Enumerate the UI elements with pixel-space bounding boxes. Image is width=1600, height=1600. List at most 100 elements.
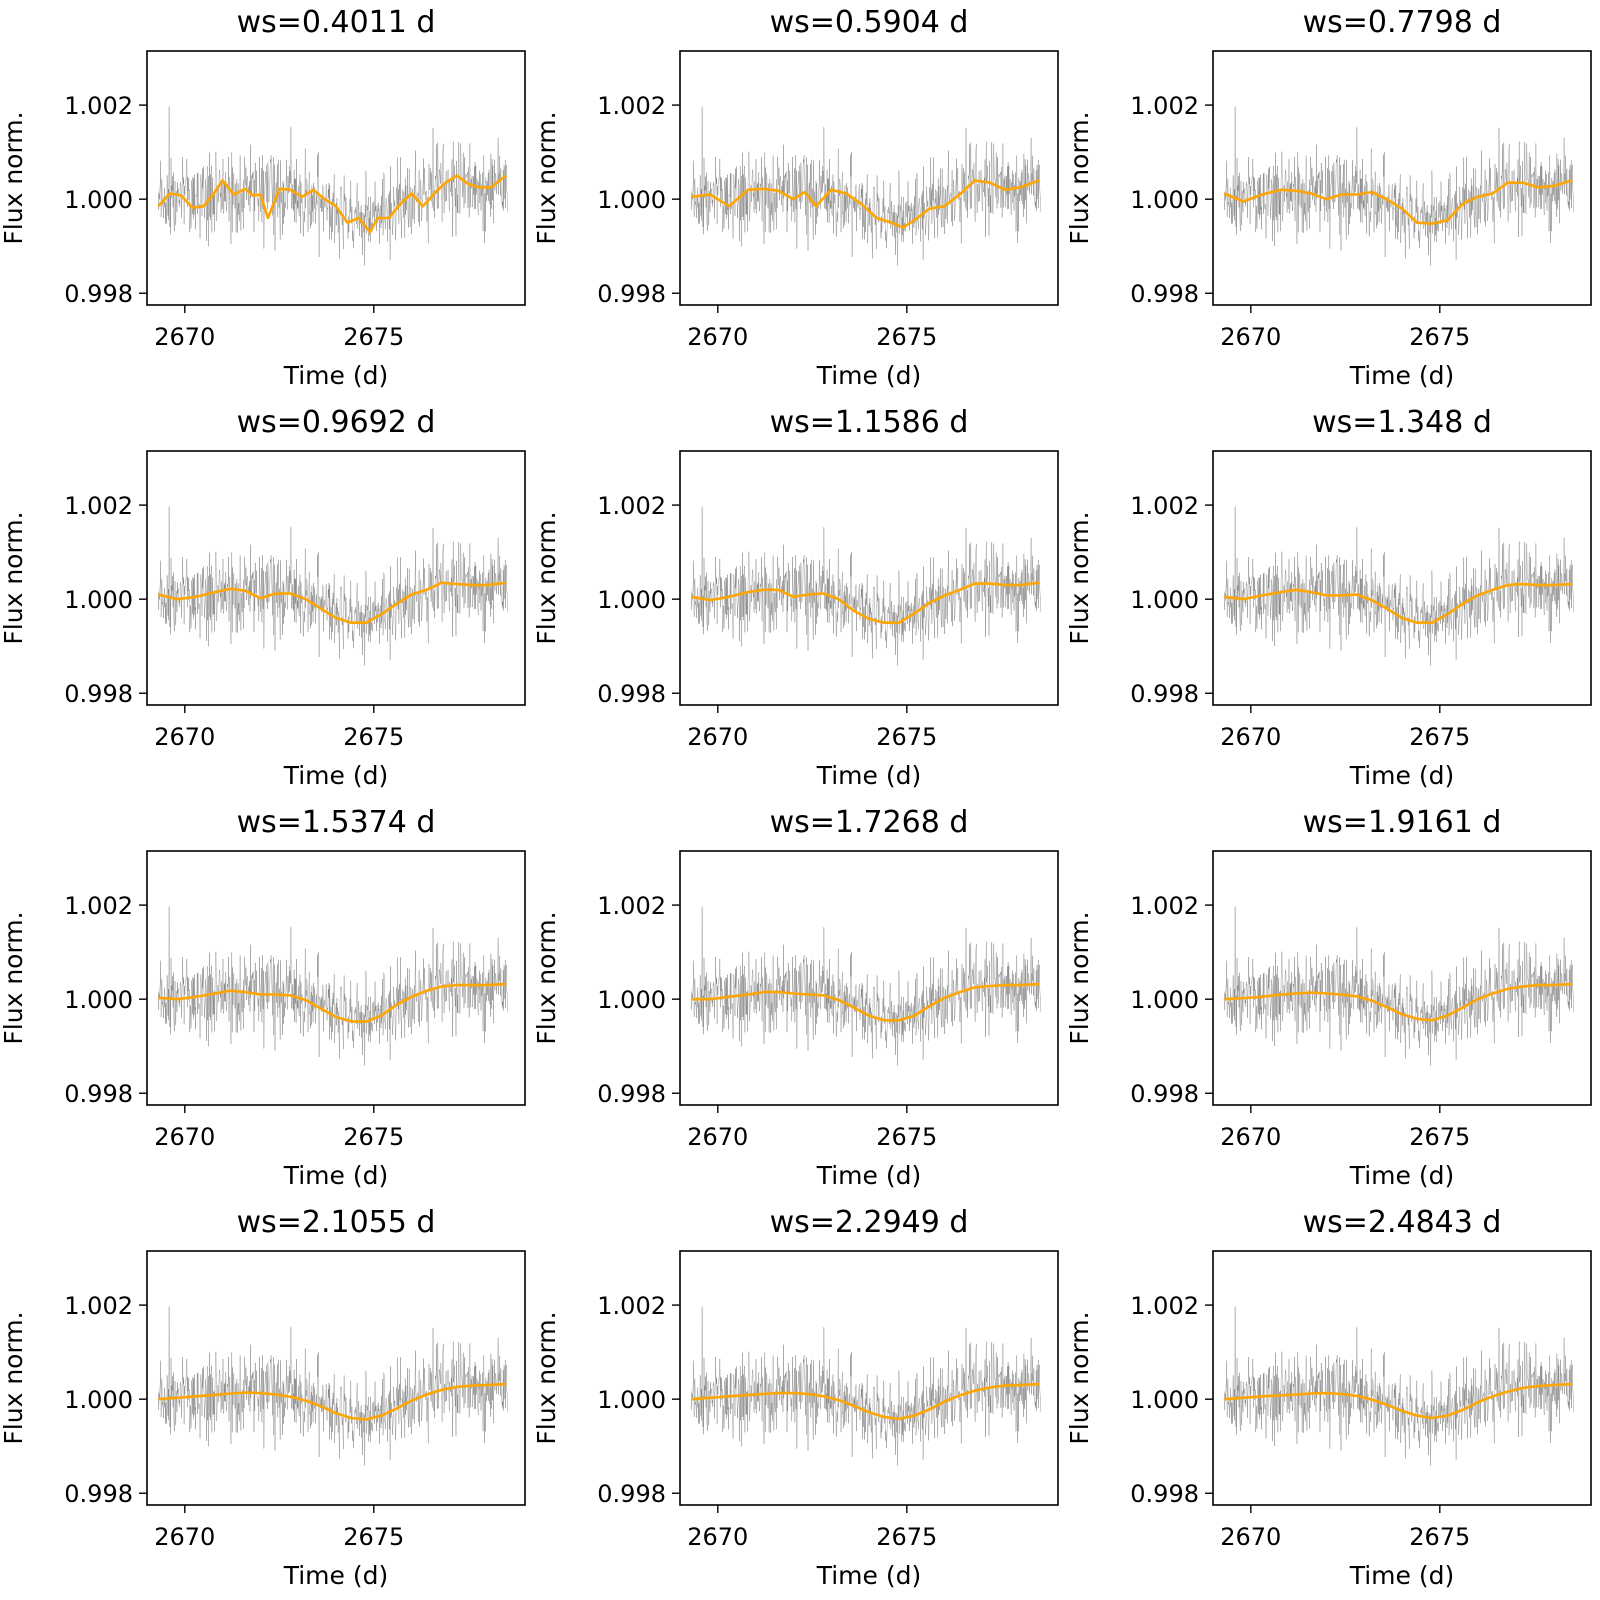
x-tick-label: 2670	[687, 1123, 748, 1151]
raw-flux-line	[1224, 906, 1574, 1066]
subplot-9: ws=1.9161 d 2670 2675 0.998 1.000 1.002 Time (…	[1065, 805, 1592, 1190]
axes-frame	[1212, 50, 1592, 306]
y-axis-label: Flux norm.	[0, 911, 28, 1044]
y-tick-label: 1.000	[1130, 1386, 1199, 1414]
x-tick-label: 2675	[343, 323, 404, 351]
x-axis-label: Time (d)	[283, 361, 389, 390]
x-axis-label: Time (d)	[283, 1161, 389, 1190]
x-axis-label: Time (d)	[283, 761, 389, 790]
y-tick-label: 0.998	[1130, 280, 1199, 308]
y-tick-label: 0.998	[1130, 1080, 1199, 1108]
x-tick-label: 2670	[154, 323, 215, 351]
y-tick-label: 1.000	[597, 1386, 666, 1414]
y-tick-label: 0.998	[597, 280, 666, 308]
raw-flux-line	[691, 506, 1041, 666]
y-axis-label: Flux norm.	[1065, 1311, 1094, 1444]
subplot-2: ws=0.5904 d 2670 2675 0.998 1.000 1.002 Time (…	[532, 5, 1059, 390]
y-tick-label: 1.002	[1130, 892, 1199, 920]
x-tick-label: 2675	[1409, 1523, 1470, 1551]
x-tick-label: 2670	[687, 323, 748, 351]
axes-frame	[1212, 1250, 1592, 1506]
y-axis-label: Flux norm.	[0, 111, 28, 244]
raw-flux-line	[158, 506, 508, 666]
raw-flux-line	[691, 106, 1041, 266]
x-axis-label: Time (d)	[1349, 361, 1455, 390]
x-tick-label: 2670	[154, 723, 215, 751]
axes-frame	[1212, 850, 1592, 1106]
x-tick-label: 2670	[1220, 1123, 1281, 1151]
axes-frame	[1212, 450, 1592, 706]
subplot-title: ws=1.5374 d	[237, 805, 436, 840]
trend-line	[691, 1382, 1040, 1421]
x-tick-label: 2675	[876, 1123, 937, 1151]
subplot-11: ws=2.2949 d 2670 2675 0.998 1.000 1.002 Time (…	[532, 1205, 1059, 1590]
raw-flux-line	[691, 906, 1041, 1066]
axes-frame	[679, 850, 1059, 1106]
x-axis-label: Time (d)	[283, 1561, 389, 1590]
trend-line	[158, 1382, 507, 1421]
y-tick-label: 1.002	[1130, 92, 1199, 120]
y-axis-label: Flux norm.	[532, 1311, 561, 1444]
raw-flux-line	[691, 1306, 1041, 1466]
subplot-title: ws=1.348 d	[1312, 405, 1492, 440]
subplot-7: ws=1.5374 d 2670 2675 0.998 1.000 1.002 Time (…	[0, 805, 526, 1190]
x-tick-label: 2675	[876, 1523, 937, 1551]
x-axis-label: Time (d)	[816, 361, 922, 390]
subplot-title: ws=2.2949 d	[770, 1205, 969, 1240]
y-tick-label: 1.002	[64, 92, 133, 120]
trend-line	[157, 174, 507, 234]
y-tick-label: 1.000	[597, 986, 666, 1014]
x-tick-label: 2670	[687, 1523, 748, 1551]
trend-line	[691, 982, 1040, 1022]
x-axis-label: Time (d)	[1349, 761, 1455, 790]
raw-flux-line	[158, 1306, 508, 1466]
y-tick-label: 1.002	[1130, 492, 1199, 520]
y-axis-label: Flux norm.	[532, 511, 561, 644]
raw-flux-line	[1224, 106, 1574, 266]
y-axis-label: Flux norm.	[0, 511, 28, 644]
subplot-title: ws=0.4011 d	[237, 5, 436, 40]
x-tick-label: 2675	[876, 323, 937, 351]
x-tick-label: 2670	[154, 1123, 215, 1151]
y-tick-label: 1.002	[64, 892, 133, 920]
trend-line	[1224, 982, 1573, 1022]
x-axis-label: Time (d)	[1349, 1561, 1455, 1590]
y-tick-label: 0.998	[64, 1480, 133, 1508]
x-axis-label: Time (d)	[1349, 1161, 1455, 1190]
y-axis-label: Flux norm.	[1065, 111, 1094, 244]
raw-flux-line	[158, 106, 508, 266]
raw-flux-line	[1224, 506, 1574, 666]
y-tick-label: 1.002	[64, 1292, 133, 1320]
y-tick-label: 1.000	[597, 586, 666, 614]
y-tick-label: 0.998	[64, 680, 133, 708]
x-tick-label: 2670	[687, 723, 748, 751]
subplot-title: ws=0.9692 d	[237, 405, 436, 440]
subplot-5: ws=1.1586 d 2670 2675 0.998 1.000 1.002 Time (…	[532, 405, 1059, 790]
y-axis-label: Flux norm.	[1065, 911, 1094, 1044]
subplot-title: ws=0.7798 d	[1303, 5, 1502, 40]
x-tick-label: 2670	[154, 1523, 215, 1551]
axes-frame	[146, 450, 526, 706]
y-tick-label: 0.998	[597, 1480, 666, 1508]
axes-frame	[146, 50, 526, 306]
trend-line	[157, 581, 507, 624]
subplot-4: ws=0.9692 d 2670 2675 0.998 1.000 1.002 Time (…	[0, 405, 526, 790]
subplot-title: ws=1.7268 d	[770, 805, 969, 840]
trend-line	[1224, 582, 1573, 624]
subplot-6: ws=1.348 d 2670 2675 0.998 1.000 1.002 Time (d…	[1065, 405, 1592, 790]
subplot-title: ws=1.9161 d	[1303, 805, 1502, 840]
subplot-title: ws=1.1586 d	[770, 405, 969, 440]
raw-flux-line	[1224, 1306, 1574, 1466]
x-tick-label: 2675	[1409, 723, 1470, 751]
y-tick-label: 1.000	[64, 1386, 133, 1414]
y-tick-label: 0.998	[597, 1080, 666, 1108]
x-tick-label: 2675	[876, 723, 937, 751]
subplot-8: ws=1.7268 d 2670 2675 0.998 1.000 1.002 Time (…	[532, 805, 1059, 1190]
axes-frame	[146, 850, 526, 1106]
x-axis-label: Time (d)	[816, 761, 922, 790]
subplot-10: ws=2.1055 d 2670 2675 0.998 1.000 1.002 Time (…	[0, 1205, 526, 1590]
subplot-title: ws=0.5904 d	[770, 5, 969, 40]
subplot-3: ws=0.7798 d 2670 2675 0.998 1.000 1.002 Time (…	[1065, 5, 1592, 390]
x-tick-label: 2675	[343, 723, 404, 751]
